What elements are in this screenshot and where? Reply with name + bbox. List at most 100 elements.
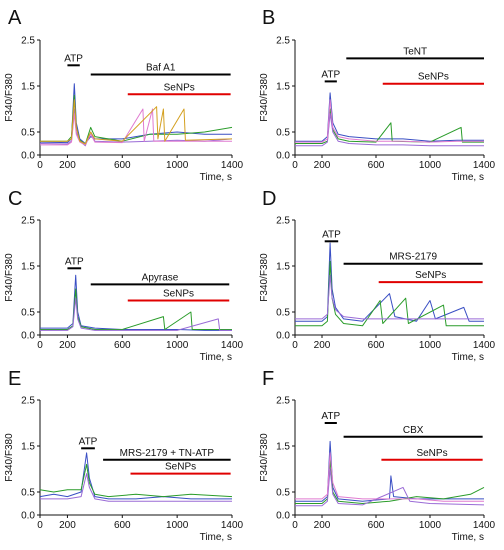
x-tick-label: 1400 — [221, 160, 244, 171]
panel-f: F 0.0 0.5 1.5 2.5 0 200 600 1000 1400 F340/F380 Tim… — [259, 368, 496, 543]
x-tick-label: 0 — [37, 340, 43, 351]
y-tick-label: 0.5 — [21, 488, 35, 499]
y-tick-label: 0.5 — [276, 128, 290, 139]
treatment-label: Apyrase — [142, 272, 179, 283]
y-tick-label: 0.0 — [276, 331, 290, 342]
trace-line — [295, 468, 485, 507]
trace-line — [295, 99, 484, 143]
y-tick-label: 2.5 — [21, 36, 35, 47]
treatment-label: MRS-2179 + TN-ATP — [120, 448, 215, 459]
y-tick-label: 1.5 — [276, 262, 290, 273]
x-tick-label: 0 — [37, 520, 43, 531]
y-tick-label: 0.5 — [276, 308, 290, 319]
x-tick-label: 200 — [59, 340, 76, 351]
y-tick-label: 2.5 — [276, 216, 290, 227]
treatment-label: ATP — [79, 436, 98, 447]
x-tick-label: 1000 — [419, 160, 442, 171]
y-axis-title: F340/F380 — [259, 433, 270, 482]
treatment-label: SeNPs — [165, 462, 196, 473]
y-tick-label: 1.5 — [276, 442, 290, 453]
treatment-label: SeNPs — [164, 82, 195, 93]
x-tick-label: 200 — [314, 160, 331, 171]
panel-letter: C — [8, 188, 22, 210]
y-tick-label: 1.5 — [21, 82, 35, 93]
panel-letter: E — [8, 368, 21, 390]
treatment-label: SeNPs — [415, 270, 446, 281]
x-tick-label: 1000 — [419, 520, 442, 531]
y-axis-title: F340/F380 — [4, 433, 15, 482]
trace-line — [295, 108, 484, 144]
x-tick-label: 1400 — [473, 160, 496, 171]
x-tick-label: 1000 — [166, 520, 189, 531]
y-tick-label: 0.0 — [21, 151, 35, 162]
y-tick-label: 0.0 — [276, 511, 290, 522]
y-tick-label: 0.5 — [276, 488, 290, 499]
x-tick-label: 600 — [368, 340, 385, 351]
x-axis-title: Time, s — [452, 532, 484, 543]
x-axis-title: Time, s — [200, 532, 232, 543]
treatment-label: SeNPs — [416, 448, 447, 459]
trace-line — [39, 463, 233, 498]
y-tick-label: 0.0 — [276, 151, 290, 162]
panel-a: A 0.0 0.5 1.5 2.5 0 200 600 1000 1400 F340/F380 Tim… — [4, 7, 244, 183]
x-tick-label: 200 — [314, 340, 331, 351]
x-tick-label: 1400 — [473, 520, 496, 531]
treatment-label: Baf A1 — [146, 63, 176, 74]
x-tick-label: 200 — [314, 520, 331, 531]
treatment-label: SeNPs — [418, 72, 449, 83]
treatment-label: ATP — [65, 256, 84, 267]
x-tick-label: 0 — [292, 520, 298, 531]
x-axis-title: Time, s — [452, 352, 484, 363]
panel-letter: D — [262, 188, 276, 210]
y-tick-label: 0.0 — [21, 511, 35, 522]
x-tick-label: 600 — [368, 520, 385, 531]
panel-letter: A — [8, 7, 22, 29]
y-tick-label: 1.5 — [21, 262, 35, 273]
y-tick-label: 0.5 — [21, 308, 35, 319]
x-tick-label: 0 — [37, 160, 43, 171]
y-axis-title: F340/F380 — [259, 73, 270, 122]
treatment-label: MRS-2179 — [389, 252, 437, 263]
panel-letter: B — [262, 7, 275, 29]
y-tick-label: 0.0 — [21, 331, 35, 342]
trace-line — [40, 108, 232, 146]
x-tick-label: 1400 — [221, 340, 244, 351]
treatment-label: ATP — [64, 53, 83, 64]
x-tick-label: 0 — [292, 340, 298, 351]
trace-line — [39, 83, 232, 144]
y-tick-label: 1.5 — [21, 442, 35, 453]
panel-letter: F — [262, 368, 274, 390]
panel-d: D 0.0 0.5 1.5 2.5 0 200 600 1000 1400 F340/F380 Tim… — [259, 188, 496, 363]
trace-line — [40, 297, 232, 331]
y-axis-title: F340/F380 — [259, 253, 270, 302]
y-tick-label: 2.5 — [21, 396, 35, 407]
treatment-label: ATP — [321, 69, 340, 80]
y-tick-label: 2.5 — [21, 216, 35, 227]
trace-line — [295, 113, 484, 147]
panel-b: B 0.0 0.5 1.5 2.5 0 200 600 1000 1400 F340/F380 Tim… — [259, 7, 496, 183]
x-tick-label: 1400 — [221, 520, 244, 531]
y-tick-label: 0.5 — [21, 128, 35, 139]
y-tick-label: 1.5 — [276, 82, 290, 93]
trace-line — [295, 242, 484, 322]
treatment-label: CBX — [403, 425, 424, 436]
x-axis-title: Time, s — [452, 172, 484, 183]
y-axis-title: F340/F380 — [4, 73, 15, 122]
x-tick-label: 1000 — [166, 160, 189, 171]
x-tick-label: 1000 — [166, 340, 189, 351]
x-tick-label: 1000 — [419, 340, 442, 351]
trace-line — [295, 274, 484, 320]
y-axis-title: F340/F380 — [4, 253, 15, 302]
x-tick-label: 200 — [59, 160, 76, 171]
trace-line — [295, 459, 485, 504]
trace-line — [295, 452, 484, 502]
trace-line — [295, 440, 484, 502]
x-axis-title: Time, s — [200, 172, 232, 183]
x-tick-label: 600 — [368, 160, 385, 171]
treatment-label: TeNT — [403, 46, 427, 57]
panel-c: C 0.0 0.5 1.5 2.5 0 200 600 1000 1400 F340/F380 Tim… — [4, 188, 244, 363]
treatment-label: ATP — [322, 229, 341, 240]
x-tick-label: 0 — [292, 160, 298, 171]
trace-line — [40, 274, 232, 331]
x-tick-label: 1400 — [473, 340, 496, 351]
